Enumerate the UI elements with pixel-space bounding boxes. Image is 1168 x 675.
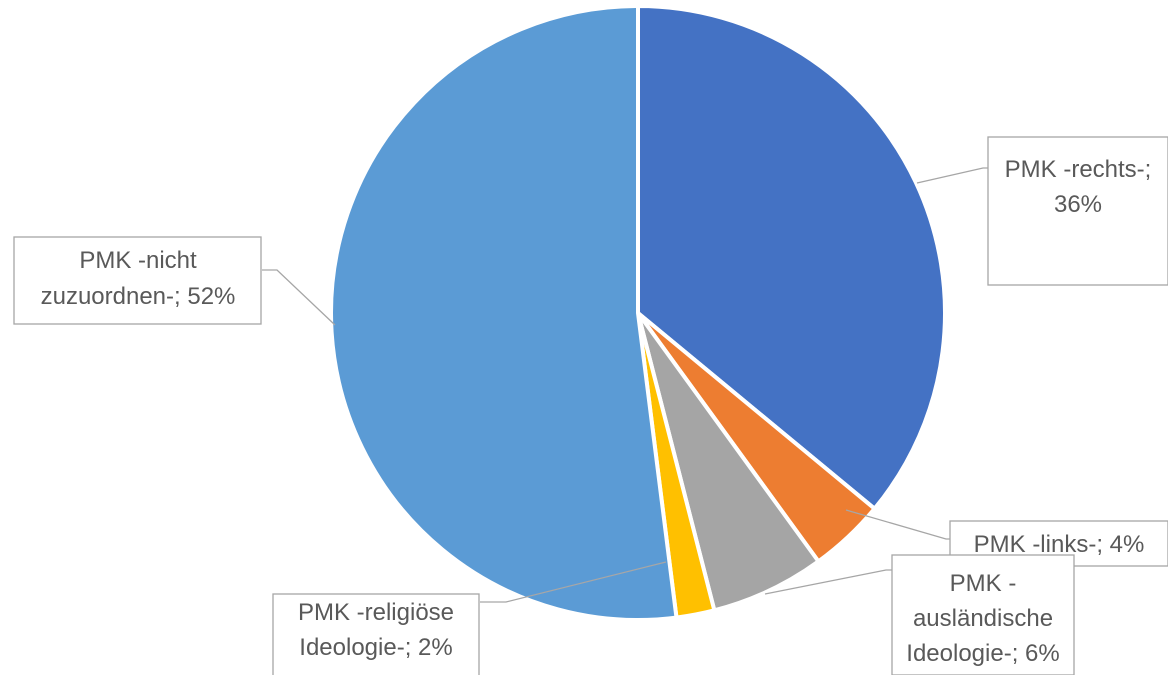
- data-label-text: PMK -religiöse: [298, 599, 454, 626]
- data-label-pmk-religioese-ideologie: PMK -religiöse Ideologie-; 2%: [272, 561, 667, 675]
- label-box: [13, 236, 262, 325]
- label-box: [272, 593, 480, 675]
- leader-line: [262, 269, 336, 326]
- data-label-text: zuzuordnen-; 52%: [41, 283, 236, 310]
- data-label-text: PMK -links-; 4%: [974, 531, 1145, 558]
- label-box: [987, 136, 1168, 286]
- pie-labels: PMK -rechts-; 36% PMK -links-; 4% PMK - ausl…: [13, 136, 1168, 675]
- data-label-text: PMK -rechts-;: [1005, 156, 1152, 183]
- data-label-text: PMK -nicht: [79, 247, 197, 274]
- data-label-text: Ideologie-; 2%: [299, 634, 452, 661]
- pie-slice-pmk-rechts: [636, 4, 947, 511]
- data-label-text: 36%: [1054, 191, 1102, 218]
- pie-slice-pmk-nicht-zuzuordnen: [329, 4, 679, 622]
- data-label-pmk-nicht-zuzuordnen: PMK -nicht zuzuordnen-; 52%: [13, 236, 336, 326]
- pie-slices: [329, 4, 947, 622]
- data-label-pmk-auslaendische-ideologie: PMK - ausländische Ideologie-; 6%: [764, 554, 1075, 675]
- data-label-text: PMK -: [950, 570, 1017, 597]
- data-label-text: ausländische: [913, 605, 1053, 632]
- data-label-text: Ideologie-; 6%: [906, 640, 1059, 667]
- label-box: [891, 554, 1075, 675]
- leader-line: [480, 561, 667, 603]
- data-label-pmk-rechts: PMK -rechts-; 36%: [916, 136, 1168, 286]
